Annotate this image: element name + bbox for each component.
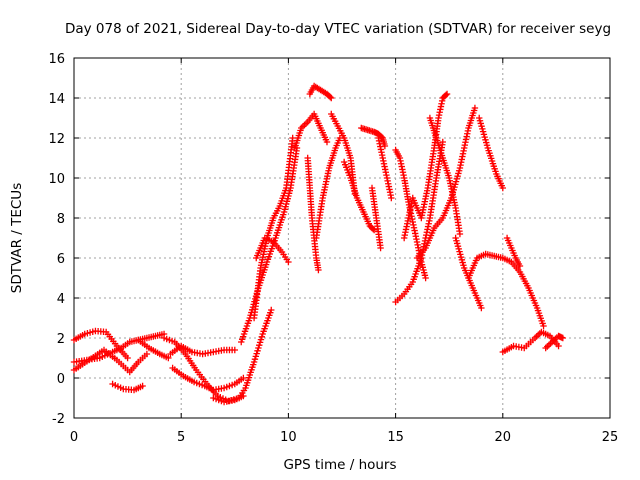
series-sat-af [542, 332, 567, 352]
series-sat-e [135, 336, 172, 362]
x-tick-label: 25 [602, 430, 619, 445]
data-point [516, 262, 524, 270]
series-sat-p [313, 134, 344, 242]
data-point [240, 392, 247, 400]
data-point [439, 138, 446, 146]
data-point [268, 306, 275, 314]
data-point [456, 230, 464, 238]
data-point [256, 342, 263, 349]
data-point [256, 339, 264, 346]
axis-ticks: 0 5 10 15 20 25 -2 0 2 4 6 8 10 12 14 16 [48, 52, 618, 445]
y-tick-label: 6 [57, 252, 65, 267]
series-sat-l [253, 234, 292, 266]
y-tick-label: -2 [52, 412, 65, 427]
y-tick-label: 12 [48, 132, 65, 147]
series-sat-aa [452, 234, 485, 312]
x-tick-label: 20 [495, 430, 512, 445]
plot-frame [73, 57, 611, 419]
y-tick-label: 8 [57, 212, 65, 227]
series-sat-m [291, 110, 331, 152]
data-point [499, 184, 506, 192]
data-point [254, 347, 261, 354]
series-sat-s [358, 124, 389, 150]
series-sat-g [167, 342, 238, 358]
series-sat-x [400, 90, 451, 242]
data-point [252, 353, 260, 360]
x-tick-label: 0 [70, 430, 78, 445]
x-axis-label: GPS time / hours [283, 457, 396, 473]
y-tick-label: 16 [48, 52, 65, 67]
data-points [70, 82, 567, 406]
data-point [315, 266, 322, 274]
data-point [442, 91, 450, 99]
x-tick-label: 5 [177, 430, 185, 445]
data-point [285, 258, 292, 266]
data-point [377, 244, 384, 252]
data-point [255, 344, 262, 352]
series-sat-ad [503, 234, 524, 270]
y-tick-label: 0 [57, 372, 65, 387]
data-point [250, 358, 258, 366]
series-sat-i [210, 392, 247, 406]
data-point [327, 93, 334, 101]
series-sat-w [392, 138, 446, 306]
data-point [289, 134, 296, 142]
y-axis-label: SDTVAR / TECUs [9, 183, 25, 293]
data-point [231, 346, 238, 354]
y-tick-label: 2 [57, 332, 65, 347]
x-tick-label: 10 [280, 430, 297, 445]
data-point [143, 350, 151, 358]
series-sat-o [304, 154, 322, 274]
data-point [253, 350, 260, 357]
data-point [240, 374, 247, 382]
series-sat-d [109, 380, 146, 394]
series-sat-u [375, 134, 395, 202]
y-tick-label: 14 [48, 92, 65, 107]
series-sat-a [70, 327, 131, 362]
series-sat-t [368, 184, 384, 252]
gridlines [74, 58, 610, 418]
series-sat-z [426, 114, 464, 238]
series-sat-c [70, 346, 151, 376]
series-sat-ae [499, 328, 562, 356]
data-point [370, 226, 378, 234]
series-sat-h [169, 364, 247, 394]
data-point [124, 354, 131, 362]
data-point [323, 138, 331, 146]
data-point [388, 194, 395, 202]
data-point [422, 274, 429, 282]
y-tick-label: 4 [57, 292, 65, 307]
data-point [251, 356, 259, 363]
data-point [555, 342, 562, 350]
chart-title: Day 078 of 2021, Sidereal Day-to-day VTE… [65, 21, 611, 37]
data-point [257, 336, 265, 343]
data-point [139, 382, 146, 390]
data-point [540, 322, 547, 330]
data-point [258, 333, 266, 340]
series-sat-ab [465, 250, 547, 330]
series-sat-r [340, 158, 378, 234]
data-point [165, 354, 172, 362]
data-point [559, 334, 567, 342]
data-point [443, 90, 451, 98]
series-sat-n [306, 82, 335, 102]
data-point [328, 94, 335, 102]
x-tick-label: 15 [387, 430, 404, 445]
data-point [478, 304, 485, 312]
series-sat-ac [476, 114, 506, 192]
data-point [471, 104, 479, 112]
series-sat-k [250, 134, 296, 322]
y-tick-label: 10 [48, 172, 65, 187]
